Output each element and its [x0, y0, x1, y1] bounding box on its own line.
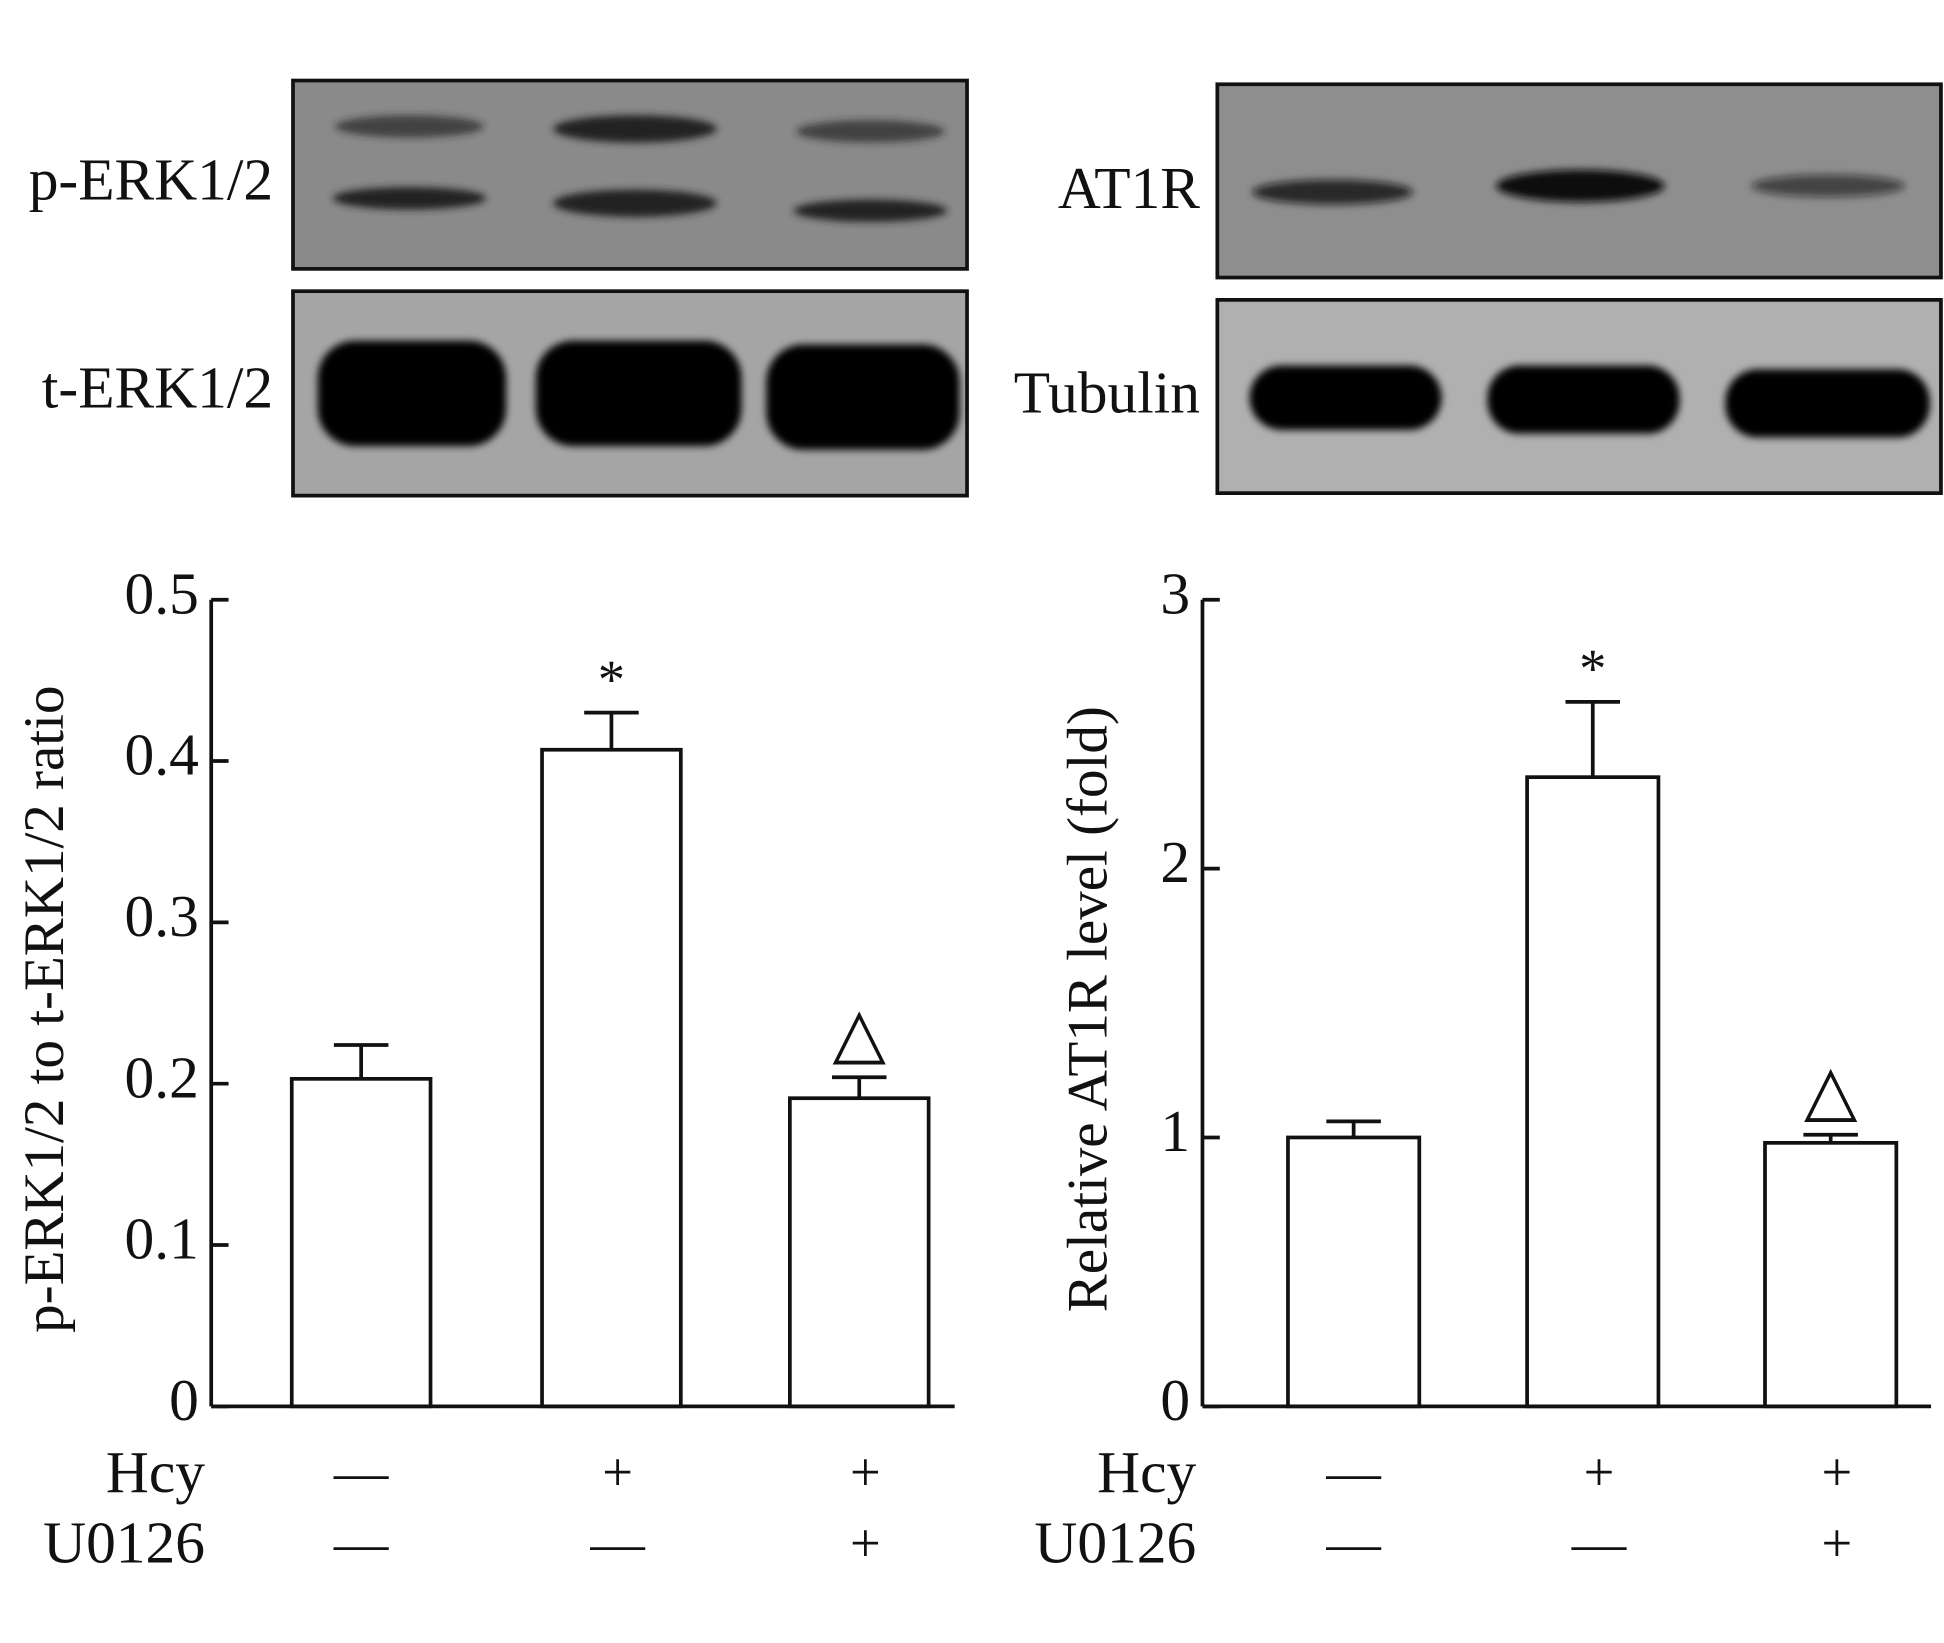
y-axis-label: Relative AT1R level (fold) — [1057, 706, 1120, 1312]
blot-label: t-ERK1/2 — [42, 355, 273, 421]
y-tick-label: 0.5 — [124, 560, 198, 626]
blot-panels — [291, 78, 1943, 498]
condition-label: + — [1821, 1442, 1852, 1503]
blot-label: Tubulin — [1014, 360, 1200, 426]
condition-label: + — [850, 1442, 881, 1503]
bar — [1525, 775, 1661, 1409]
bar — [1763, 1140, 1899, 1409]
y-tick-label: 0.3 — [124, 883, 198, 949]
condition-label: — — [589, 1512, 645, 1573]
blot-label: p-ERK1/2 — [29, 147, 273, 213]
condition-label: + — [602, 1442, 633, 1503]
condition-label: — — [1325, 1512, 1381, 1573]
condition-name: Hcy — [106, 1439, 205, 1505]
y-tick-label: 2 — [1160, 829, 1190, 895]
significance-marker: * — [1579, 638, 1606, 699]
condition-name: U0126 — [1034, 1509, 1196, 1575]
y-tick-label: 0.4 — [124, 722, 198, 788]
condition-label: — — [333, 1442, 389, 1503]
condition-label: — — [1325, 1442, 1381, 1503]
condition-label: + — [1584, 1442, 1615, 1503]
significance-marker: △ — [1804, 1053, 1857, 1130]
y-tick-label: 0.1 — [124, 1206, 198, 1272]
y-axis-label: p-ERK1/2 to t-ERK1/2 ratio — [13, 686, 76, 1333]
y-tick-label: 0 — [1160, 1367, 1190, 1433]
significance-marker: △ — [833, 995, 886, 1072]
condition-label: + — [850, 1512, 881, 1573]
bar — [289, 1076, 433, 1409]
condition-name: U0126 — [43, 1509, 205, 1575]
y-tick-label: 3 — [1160, 560, 1190, 626]
significance-marker: * — [598, 649, 625, 710]
condition-label: — — [1571, 1512, 1627, 1573]
bar — [540, 747, 683, 1409]
condition-label: — — [333, 1512, 389, 1573]
y-tick-label: 1 — [1160, 1098, 1190, 1164]
y-tick-label: 0 — [169, 1367, 199, 1433]
bar — [1286, 1135, 1422, 1409]
condition-name: Hcy — [1097, 1439, 1196, 1505]
condition-label: + — [1821, 1512, 1852, 1573]
bar — [787, 1096, 931, 1409]
blot-label: AT1R — [1058, 155, 1200, 221]
y-tick-label: 0.2 — [124, 1044, 198, 1110]
